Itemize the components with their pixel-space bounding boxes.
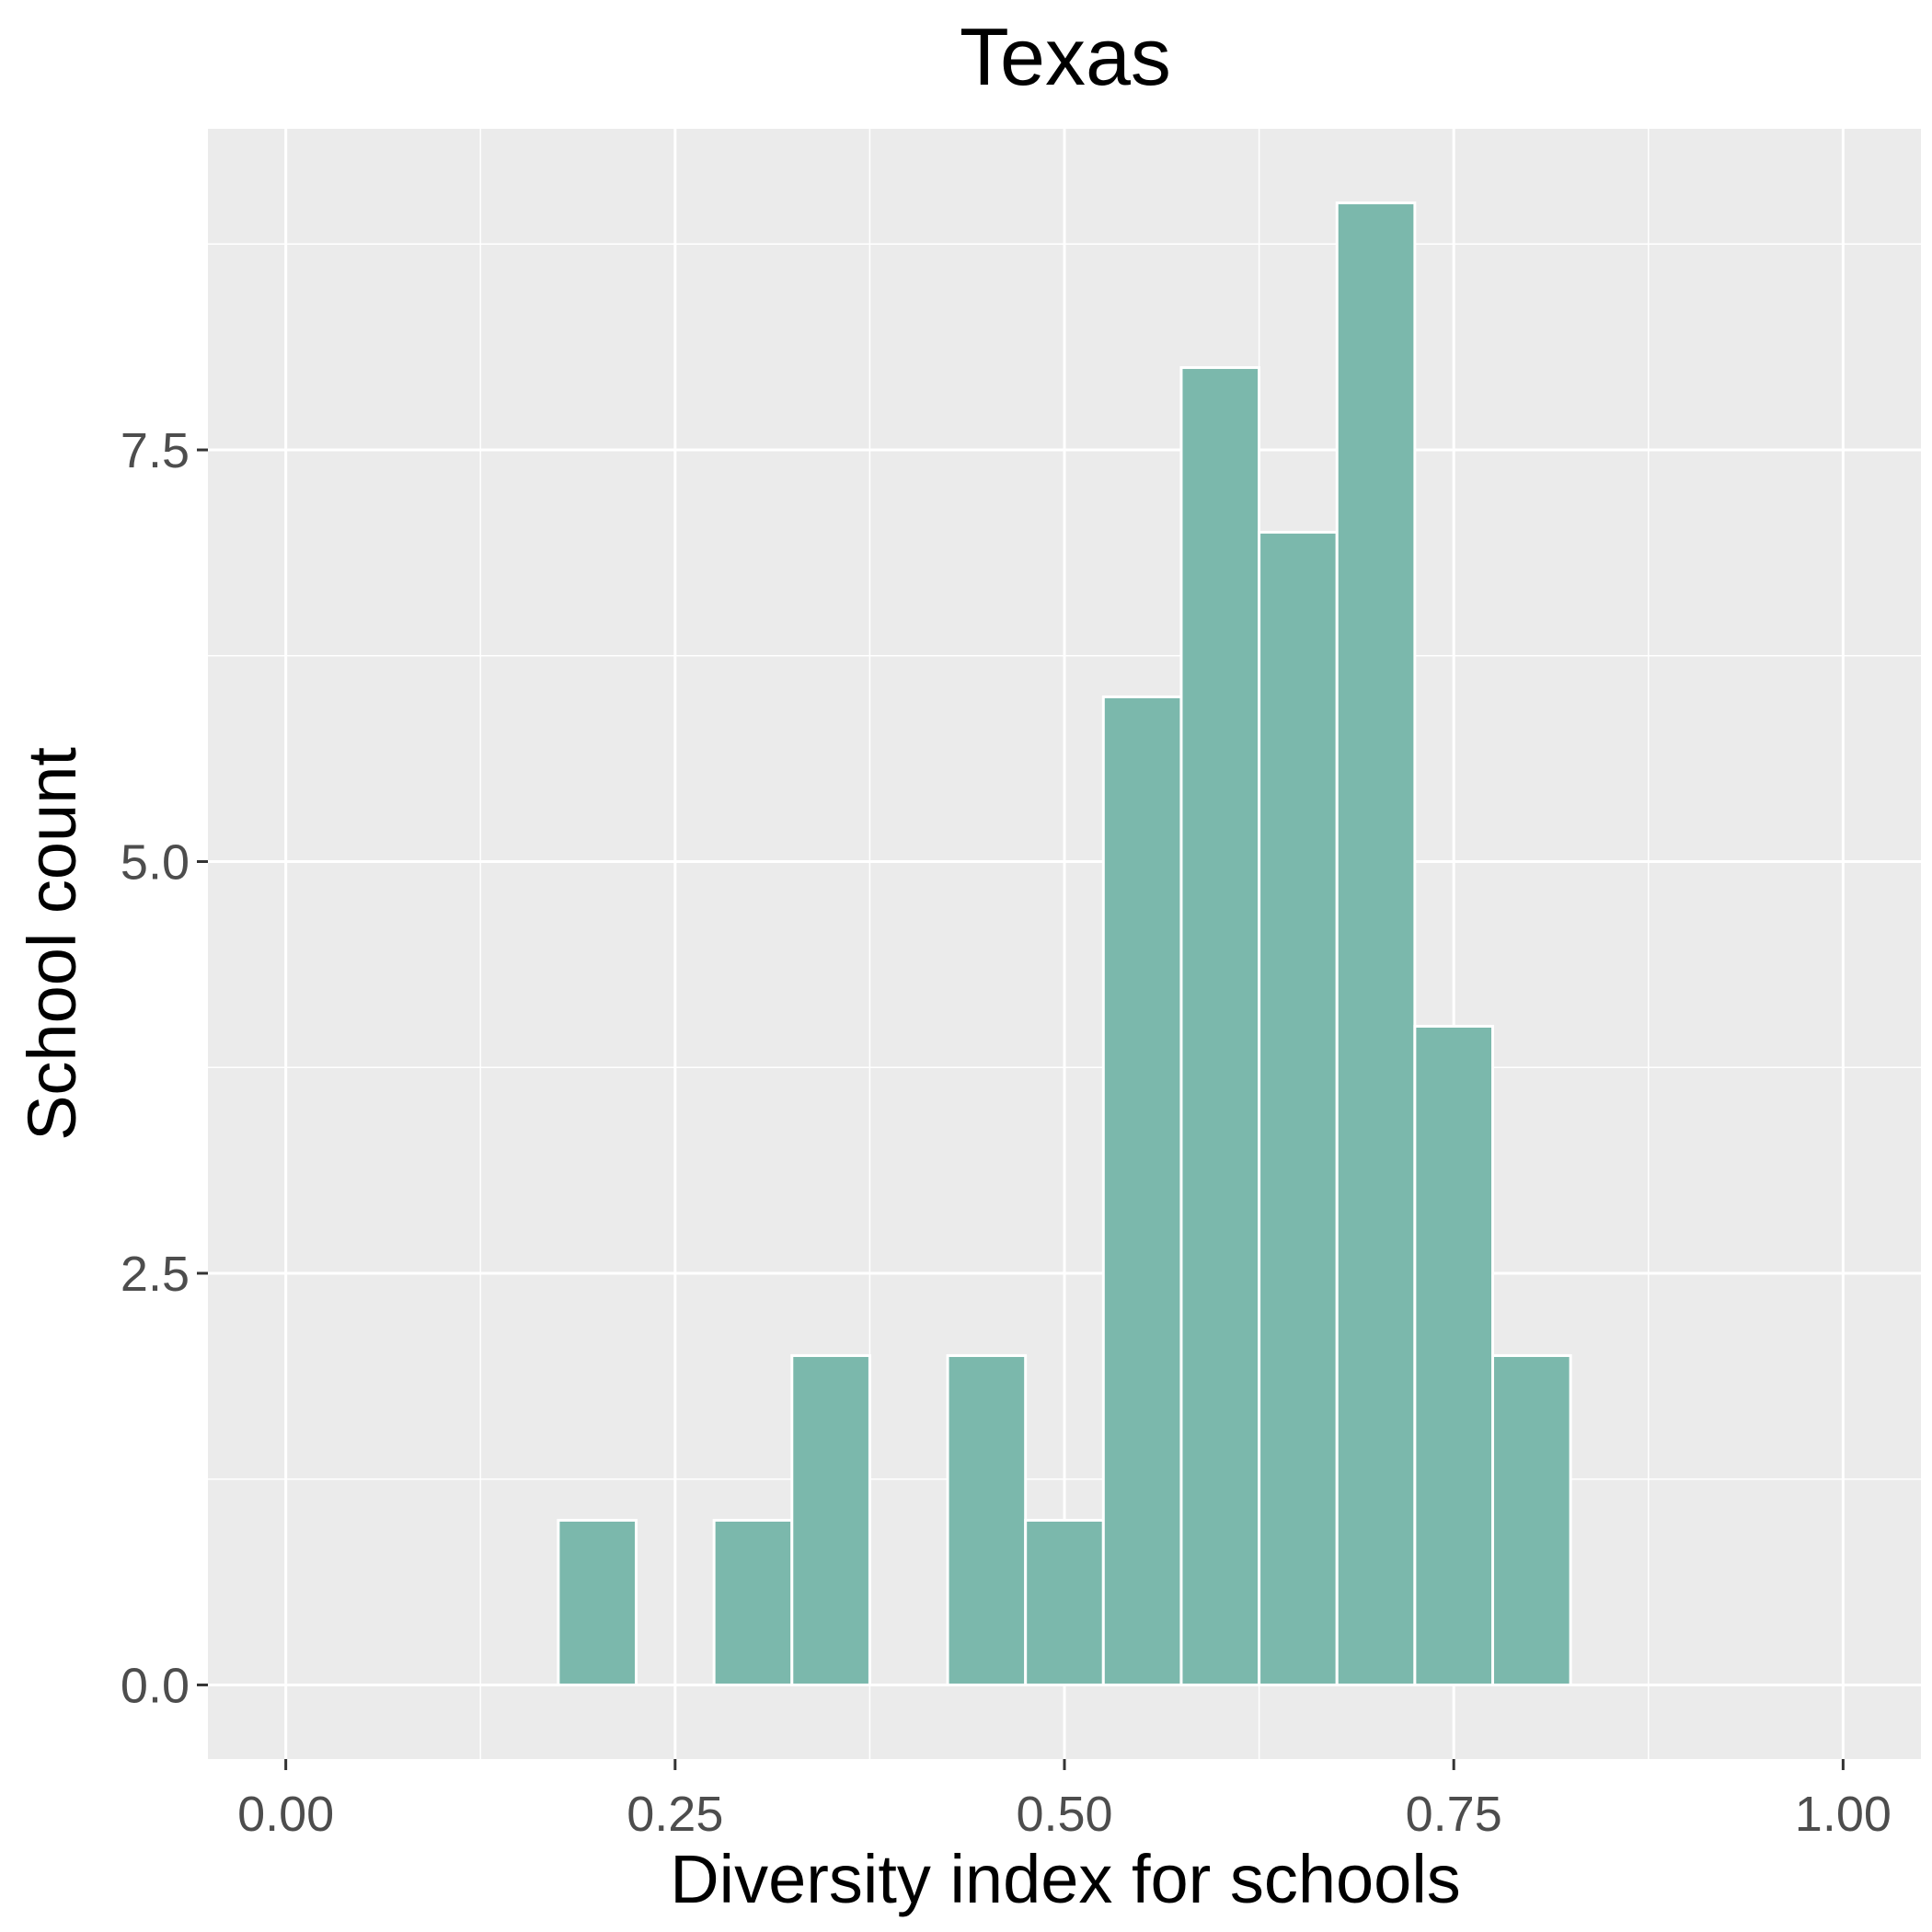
x-tick-label: 0.50: [1016, 1787, 1112, 1842]
histogram-bar: [1179, 366, 1261, 1686]
x-tick-label: 0.00: [237, 1787, 334, 1842]
x-axis-title: Diversity index for schools: [670, 1841, 1461, 1917]
histogram-bar: [1024, 1518, 1105, 1686]
y-tick-label: 7.5: [121, 423, 190, 478]
histogram-bar: [1335, 201, 1417, 1686]
chart-title: Texas: [960, 11, 1171, 102]
y-tick-label: 5.0: [121, 835, 190, 891]
y-tick-label: 2.5: [121, 1247, 190, 1302]
y-tick-label: 0.0: [121, 1658, 190, 1713]
y-axis-title: School count: [14, 747, 90, 1141]
x-tick-label: 0.25: [627, 1787, 723, 1842]
histogram-bar: [712, 1518, 794, 1686]
histogram-bar: [790, 1353, 871, 1686]
histogram-bar: [1101, 696, 1183, 1686]
histogram-bar: [1258, 531, 1339, 1686]
x-axis: 0.00 0.25 0.50 0.75 1.00: [237, 1759, 1892, 1842]
x-tick-label: 0.75: [1406, 1787, 1502, 1842]
histogram-bars: [323, 201, 1806, 1686]
histogram-bar: [1491, 1353, 1572, 1686]
histogram-bar: [1413, 1024, 1495, 1686]
histogram-bar: [946, 1353, 1028, 1686]
y-axis: 0.0 2.5 5.0 7.5: [121, 423, 208, 1713]
histogram-bar: [557, 1518, 638, 1686]
x-tick-label: 1.00: [1795, 1787, 1892, 1842]
